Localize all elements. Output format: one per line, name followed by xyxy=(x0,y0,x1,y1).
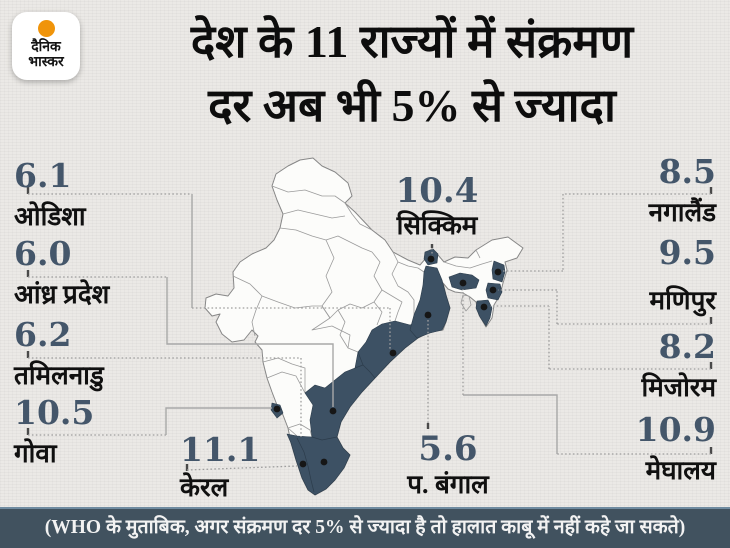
west-bengal-name: प. बंगाल xyxy=(407,470,489,499)
sikkim-name: सिक्किम xyxy=(396,211,478,240)
odisha-name: ओडिशा xyxy=(14,202,86,231)
andhra-pradesh-dot xyxy=(329,407,337,415)
footer-note: (WHO के मुताबिक, अगर संक्रमण दर 5% से ज्… xyxy=(0,507,730,548)
leader-lines xyxy=(26,187,713,471)
goa-value: 10.5 xyxy=(14,393,95,432)
odisha-value: 6.1 xyxy=(14,156,72,195)
andhra-pradesh-name: आंध्र प्रदेश xyxy=(14,280,110,309)
label-west-bengal: 5.6 प. बंगाल xyxy=(392,432,504,499)
logo-text-line1: दैनिक xyxy=(31,40,61,55)
label-tamil-nadu: 6.2 तमिलनाडु xyxy=(14,315,104,391)
headline-line1: देश के 11 राज्यों में संक्रमण xyxy=(190,16,634,67)
label-goa: 10.5 गोवा xyxy=(14,393,95,469)
label-meghalaya: 10.9 मेघालय xyxy=(635,410,716,486)
label-kerala: 11.1 केरल xyxy=(180,430,261,503)
manipur-name: मणिपुर xyxy=(649,286,716,315)
kerala-name: केरल xyxy=(180,473,229,502)
logo-sun-icon xyxy=(37,20,55,37)
mizoram-value: 8.2 xyxy=(658,327,716,366)
kerala-value: 11.1 xyxy=(180,430,261,469)
kerala-dot xyxy=(299,460,307,468)
andhra-pradesh-value: 6.0 xyxy=(14,234,72,273)
label-manipur: 9.5 मणिपुर xyxy=(649,233,716,316)
nagaland-name: नगालैंड xyxy=(648,198,716,227)
manipur-value: 9.5 xyxy=(658,233,716,272)
west-bengal-value: 5.6 xyxy=(418,429,478,469)
logo-text-line2: भास्कर xyxy=(28,55,64,70)
odisha-dot xyxy=(389,349,397,357)
state-borders xyxy=(232,185,493,438)
goa-dot xyxy=(273,405,281,413)
mizoram-name: मिजोरम xyxy=(641,373,717,402)
label-nagaland: 8.5 नगालैंड xyxy=(648,152,716,228)
label-sikkim: 10.4 सिक्किम xyxy=(382,174,492,240)
tamil-nadu-dot xyxy=(320,458,328,466)
tamil-nadu-value: 6.2 xyxy=(14,315,72,354)
label-odisha: 6.1 ओडिशा xyxy=(14,156,86,232)
state-marker-dots xyxy=(273,255,502,468)
west-bengal-dot xyxy=(424,311,432,319)
manipur-dot xyxy=(489,286,497,294)
meghalaya-value: 10.9 xyxy=(635,410,716,449)
dainik-bhaskar-logo: दैनिक भास्कर xyxy=(12,12,80,80)
headline-line2: दर अब भी 5% से ज्यादा xyxy=(208,80,616,131)
meghalaya-name: मेघालय xyxy=(645,456,716,485)
state-mizoram xyxy=(475,299,493,327)
goa-name: गोवा xyxy=(14,439,57,468)
nagaland-dot xyxy=(494,268,502,276)
state-west-bengal xyxy=(409,265,451,339)
state-eastcoast-block xyxy=(286,319,434,496)
sikkim-value: 10.4 xyxy=(395,171,479,211)
label-mizoram: 8.2 मिजोरम xyxy=(641,327,717,403)
sikkim-dot xyxy=(427,255,435,263)
mizoram-dot xyxy=(480,303,488,311)
tamil-nadu-name: तमिलनाडु xyxy=(14,361,104,390)
label-andhra-pradesh: 6.0 आंध्र प्रदेश xyxy=(14,234,110,310)
meghalaya-dot xyxy=(459,279,467,287)
headline: देश के 11 राज्यों में संक्रमण दर अब भी 5… xyxy=(96,10,728,138)
nagaland-value: 8.5 xyxy=(658,152,716,191)
